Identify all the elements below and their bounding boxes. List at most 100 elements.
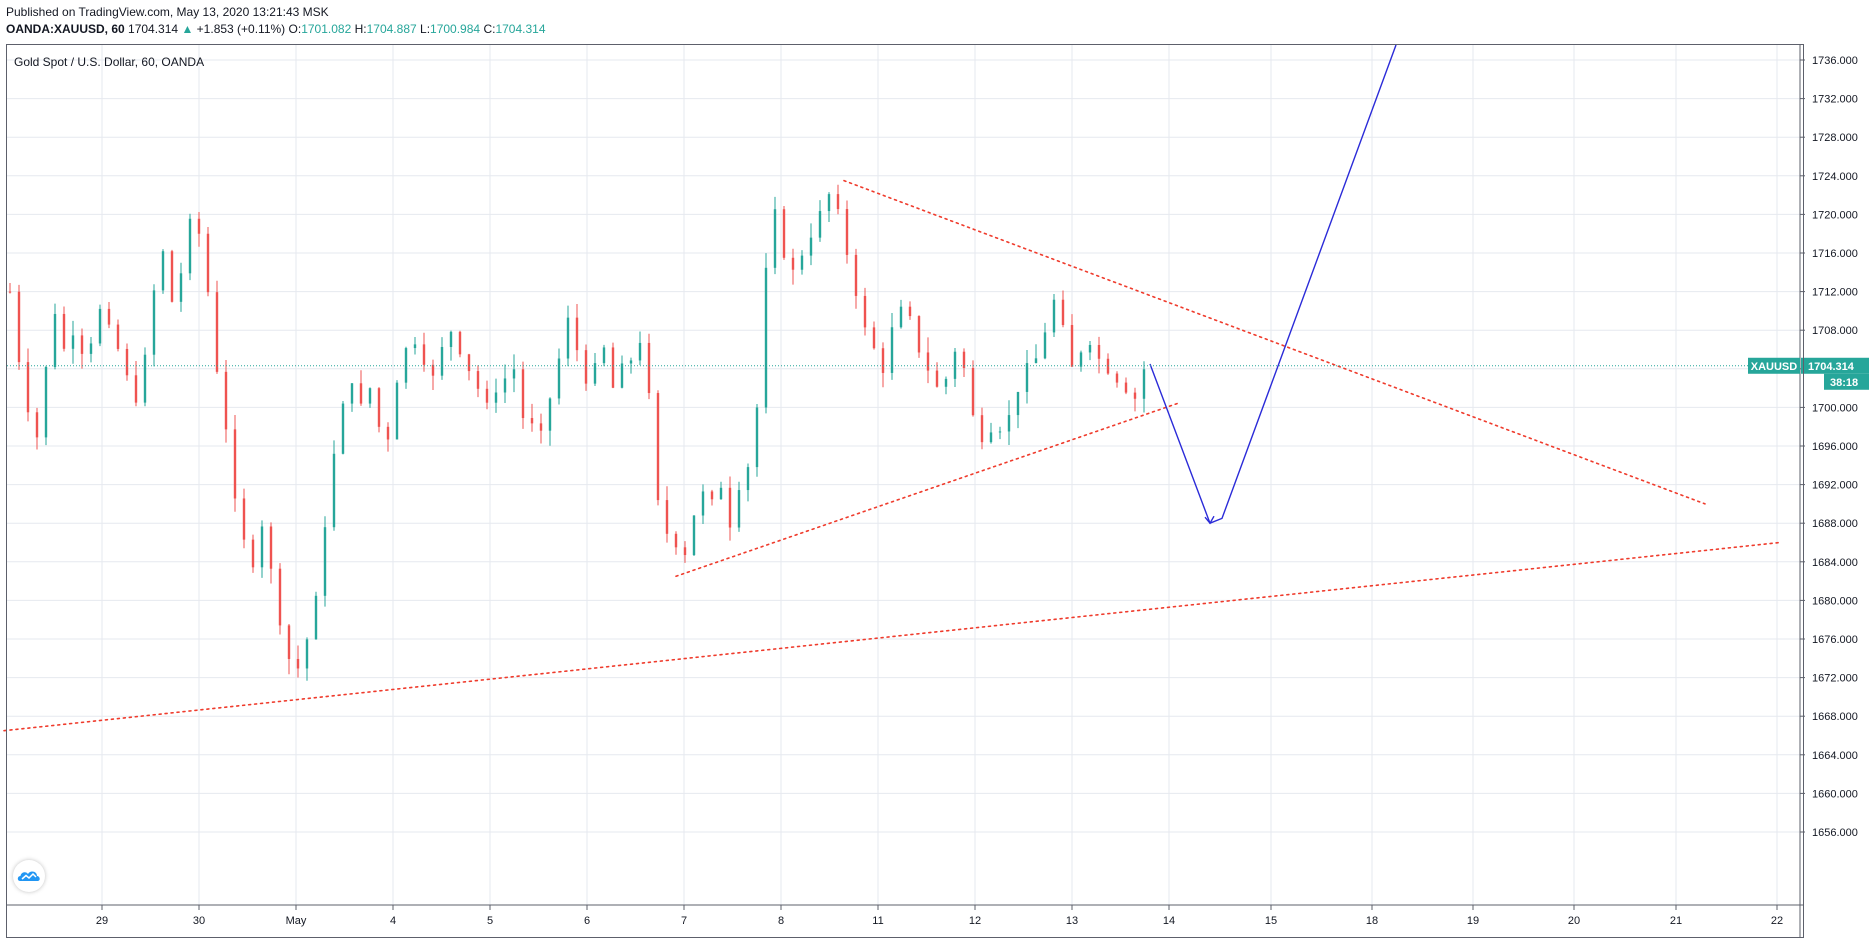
candle-body <box>539 423 543 431</box>
candle-body <box>692 515 696 556</box>
candle-body <box>26 362 30 413</box>
candle-body <box>593 363 597 384</box>
candle-body <box>755 407 759 468</box>
low-value: 1700.984 <box>430 22 481 36</box>
candle-body <box>170 251 174 302</box>
candle-body <box>746 467 750 491</box>
y-tick-label: 1728.000 <box>1812 132 1858 144</box>
candle-body <box>917 316 921 353</box>
change-value: +1.853 (+0.11%) <box>196 22 286 36</box>
candle-body <box>701 491 705 516</box>
candle-body <box>395 382 399 440</box>
candle-body <box>836 194 840 210</box>
candle-body <box>161 251 165 291</box>
candle-body <box>890 327 894 373</box>
candle-body <box>980 415 984 443</box>
candle-body <box>1097 344 1101 359</box>
candle-body <box>476 371 480 389</box>
x-tick-label: 5 <box>487 915 493 927</box>
candle-body <box>827 194 831 212</box>
chart-frame <box>6 44 1804 938</box>
candle-body <box>611 347 615 388</box>
candle-body <box>1052 299 1056 333</box>
candle-body <box>368 388 372 404</box>
x-tick-label: May <box>286 915 307 927</box>
candle-body <box>1115 373 1119 383</box>
candle-body <box>728 487 732 528</box>
candle-body <box>269 526 273 569</box>
symbol-label: OANDA:XAUUSD, 60 <box>6 22 125 36</box>
candle-body <box>233 429 237 499</box>
candle-body <box>341 403 345 454</box>
candle-body <box>35 412 39 438</box>
x-tick-label: 29 <box>96 915 108 927</box>
candle-body <box>737 490 741 528</box>
candle-body <box>215 292 219 372</box>
candle-body <box>908 306 912 317</box>
candle-body <box>899 306 903 328</box>
candle-body <box>377 388 381 427</box>
candle-body <box>935 370 939 387</box>
candle-body <box>602 347 606 364</box>
candle-body <box>17 291 21 363</box>
candle-body <box>638 342 642 361</box>
candle-body <box>260 526 264 568</box>
candle-body <box>386 426 390 440</box>
last-price: 1704.314 <box>128 22 179 36</box>
x-tick-label: 21 <box>1670 915 1682 927</box>
candle-body <box>107 308 111 325</box>
candle-body <box>485 388 489 403</box>
candle-body <box>782 209 786 258</box>
up-arrow-icon: ▲ <box>181 22 194 36</box>
y-tick-label: 1696.000 <box>1812 441 1858 453</box>
candle-body <box>1079 352 1083 367</box>
symbol-tag <box>1748 357 1800 374</box>
candle-body <box>350 383 354 404</box>
tradingview-cloud-icon[interactable] <box>13 860 45 892</box>
candle-body <box>296 658 300 669</box>
candle-body <box>791 257 795 270</box>
candle-body <box>962 351 966 368</box>
open-label: O: <box>288 22 302 36</box>
quote-line: OANDA:XAUUSD, 60 1704.314 ▲ +1.853 (+0.1… <box>6 22 546 36</box>
candle-body <box>80 335 84 354</box>
high-value: 1704.887 <box>366 22 417 36</box>
candle-body <box>809 237 813 256</box>
candle-body <box>989 432 993 443</box>
x-tick-label: 20 <box>1568 915 1580 927</box>
candle-body <box>1124 382 1128 393</box>
candle-body <box>1061 299 1065 326</box>
trendline <box>3 541 1781 732</box>
x-tick-label: 19 <box>1467 915 1479 927</box>
y-tick-label: 1708.000 <box>1812 325 1858 337</box>
last-price-tag-label: 1704.314 <box>1808 361 1855 373</box>
candle-body <box>566 317 570 359</box>
x-tick-label: 4 <box>390 915 396 927</box>
price-axis[interactable]: 1656.000 1660.000 1664.000 1668.000 1672.000… <box>1748 45 1869 938</box>
close-value: 1704.314 <box>495 22 546 36</box>
candle-body <box>710 491 714 500</box>
candle-body <box>89 343 93 354</box>
candle-body <box>764 267 768 408</box>
candle-body <box>863 295 867 328</box>
candles <box>8 184 1146 681</box>
candle-body <box>1043 332 1047 359</box>
candle-body <box>1016 391 1020 416</box>
time-axis[interactable]: 29 30 May 4 5 6 7 8 11 12 13 14 15 18 19 20 21 22 <box>7 904 1804 927</box>
candle-body <box>98 308 102 344</box>
candle-body <box>323 527 327 596</box>
y-tick-label: 1700.000 <box>1812 402 1858 414</box>
candle-body <box>287 625 291 659</box>
y-tick-label: 1720.000 <box>1812 209 1858 221</box>
candle-body <box>206 233 210 293</box>
candle-body <box>314 595 318 640</box>
candle-body <box>422 344 426 365</box>
candle-body <box>152 290 156 355</box>
y-tick-label: 1692.000 <box>1812 480 1858 492</box>
close-label: C: <box>483 22 496 36</box>
y-tick-label: 1664.000 <box>1812 750 1858 762</box>
candle-body <box>332 453 336 528</box>
candle-body <box>431 364 435 376</box>
trendline <box>675 401 1181 578</box>
